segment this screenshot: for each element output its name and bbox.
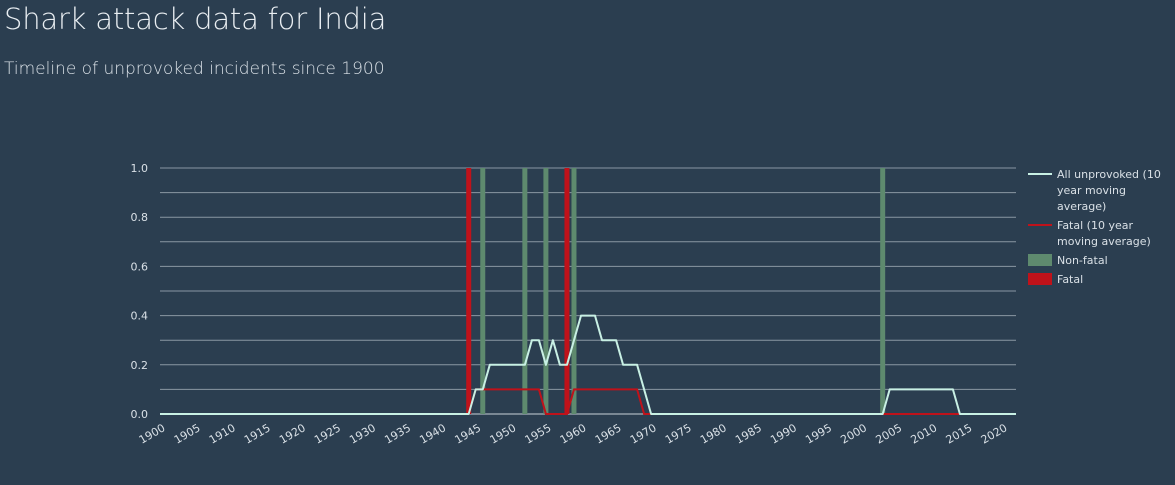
x-tick-label: 1945	[452, 421, 483, 446]
x-tick-label: 1930	[347, 421, 378, 446]
chart-subtitle: Timeline of unprovoked incidents since 1…	[4, 59, 385, 79]
nonfatal-bar	[522, 168, 528, 414]
x-tick-label: 1965	[593, 421, 624, 446]
all-unprovoked-line	[160, 314, 1016, 415]
x-tick-label: 1975	[663, 421, 694, 446]
x-tick-label: 2005	[873, 421, 904, 446]
x-tick-label: 2020	[979, 421, 1010, 446]
nonfatal-bar	[571, 168, 577, 414]
legend-label: Fatal (10 year	[1057, 219, 1133, 232]
nonfatal-bar	[480, 168, 486, 414]
x-tick-label: 1995	[803, 421, 834, 446]
x-tick-label: 1960	[558, 421, 589, 446]
x-tick-label: 1915	[242, 421, 273, 446]
x-tick-label: 1905	[172, 421, 203, 446]
y-axis: 0.0 0.2 0.4 0.6 0.8 1.0	[131, 162, 149, 421]
x-tick-label: 1900	[137, 421, 168, 446]
y-tick-label: 0.6	[131, 260, 149, 273]
x-tick-label: 1950	[488, 421, 519, 446]
x-tick-label: 1940	[417, 421, 448, 446]
x-tick-label: 1985	[733, 421, 764, 446]
legend-label: Non-fatal	[1057, 254, 1108, 267]
x-tick-label: 1925	[312, 421, 343, 446]
x-tick-label: 2000	[838, 421, 869, 446]
y-tick-label: 0.8	[131, 211, 149, 224]
fatal-bar	[466, 168, 472, 414]
x-tick-label: 1990	[768, 421, 799, 446]
y-tick-label: 0.0	[131, 408, 149, 421]
legend-swatch-box	[1028, 254, 1052, 266]
x-tick-label: 2015	[944, 421, 975, 446]
x-tick-label: 1955	[523, 421, 554, 446]
chart-title: Shark attack data for India	[4, 2, 387, 36]
fatal-bar	[564, 168, 570, 414]
legend-label: All unprovoked (10	[1057, 168, 1161, 181]
x-tick-label: 1920	[277, 421, 308, 446]
y-tick-label: 0.2	[131, 359, 149, 372]
x-tick-label: 1935	[382, 421, 413, 446]
legend-swatch-box	[1028, 273, 1052, 285]
y-tick-label: 1.0	[131, 162, 149, 175]
x-axis: 1900 1905 1910 1915 1920 1925 1930 1935 1940 1945…	[137, 421, 1010, 446]
x-tick-label: 2010	[909, 421, 940, 446]
y-tick-label: 0.4	[131, 310, 149, 323]
fatal-line	[160, 388, 1016, 415]
legend-label: year moving	[1057, 184, 1126, 197]
x-tick-label: 1910	[207, 421, 238, 446]
moving-average-lines	[160, 314, 1016, 415]
legend-label: moving average)	[1057, 235, 1151, 248]
legend-label: average)	[1057, 200, 1106, 213]
incident-bars	[466, 168, 886, 414]
x-tick-label: 1980	[698, 421, 729, 446]
nonfatal-bar	[543, 168, 549, 414]
x-tick-label: 1970	[628, 421, 659, 446]
nonfatal-bar	[880, 168, 886, 414]
legend-label: Fatal	[1057, 273, 1083, 286]
grid-lines	[160, 167, 1016, 415]
legend: All unprovoked (10 year moving average) Fat…	[1028, 168, 1161, 286]
